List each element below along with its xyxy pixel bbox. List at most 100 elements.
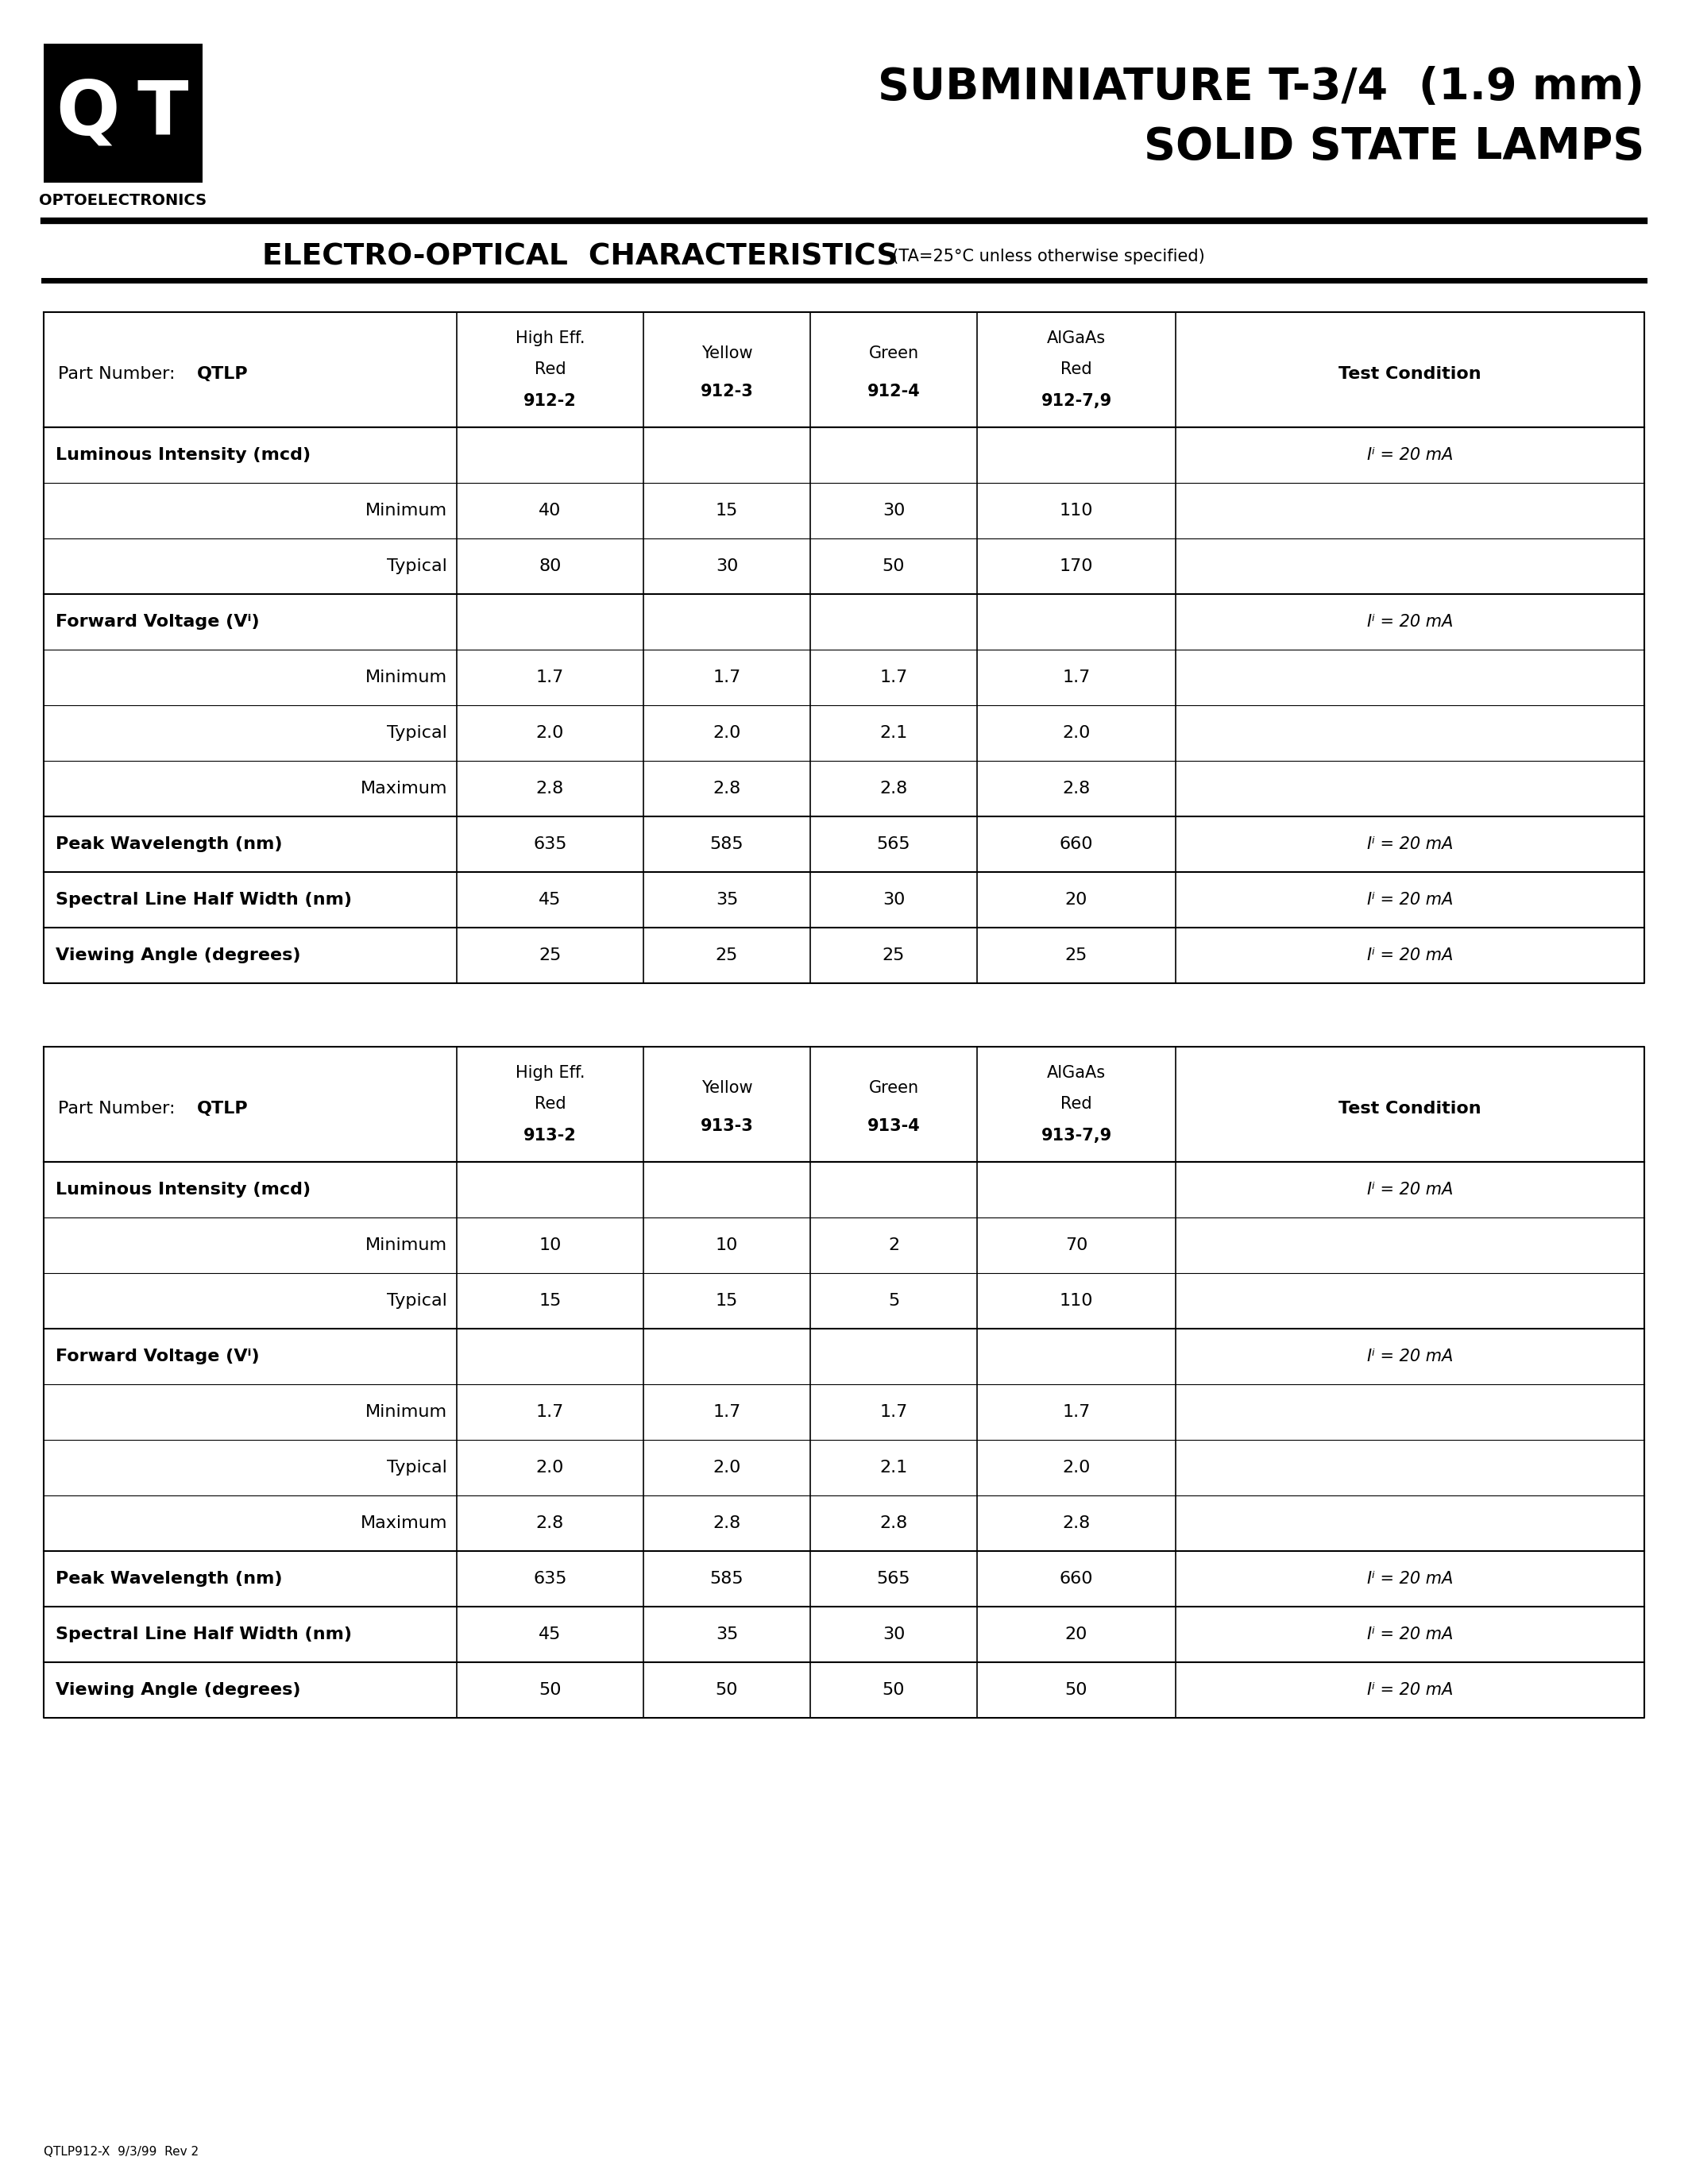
Text: Forward Voltage (Vⁱ): Forward Voltage (Vⁱ) (56, 1348, 260, 1365)
Text: High Eff.: High Eff. (515, 330, 584, 347)
Text: 20: 20 (1065, 891, 1087, 909)
Text: 635: 635 (533, 836, 567, 852)
Text: SUBMINIATURE T-3/4  (1.9 mm): SUBMINIATURE T-3/4 (1.9 mm) (878, 66, 1644, 109)
Text: 170: 170 (1060, 559, 1094, 574)
Text: 2.0: 2.0 (537, 1459, 564, 1476)
Text: 80: 80 (538, 559, 562, 574)
Text: 2.8: 2.8 (537, 1516, 564, 1531)
Text: Iⁱ = 20 mA: Iⁱ = 20 mA (1367, 1570, 1453, 1588)
Text: 2.8: 2.8 (537, 780, 564, 797)
Text: 2.0: 2.0 (537, 725, 564, 740)
Text: 40: 40 (538, 502, 562, 518)
Text: 1.7: 1.7 (1062, 1404, 1090, 1420)
Text: 565: 565 (876, 836, 910, 852)
Text: 10: 10 (716, 1238, 738, 1254)
Text: 635: 635 (533, 1570, 567, 1588)
Text: 15: 15 (538, 1293, 562, 1308)
Text: 1.7: 1.7 (712, 670, 741, 686)
Text: 1.7: 1.7 (1062, 670, 1090, 686)
Text: 912-4: 912-4 (868, 384, 920, 400)
Text: 2: 2 (888, 1238, 900, 1254)
Text: Iⁱ = 20 mA: Iⁱ = 20 mA (1367, 1682, 1453, 1697)
Text: 2.0: 2.0 (1062, 725, 1090, 740)
Text: 35: 35 (716, 891, 738, 909)
Text: 5: 5 (888, 1293, 900, 1308)
Text: 45: 45 (538, 891, 562, 909)
Text: 1.7: 1.7 (879, 1404, 908, 1420)
Text: 15: 15 (716, 1293, 738, 1308)
Text: Iⁱ = 20 mA: Iⁱ = 20 mA (1367, 1182, 1453, 1197)
Text: Test Condition: Test Condition (1339, 365, 1482, 382)
Text: Typical: Typical (387, 1459, 447, 1476)
Text: 2.8: 2.8 (712, 780, 741, 797)
Text: 2.1: 2.1 (879, 725, 908, 740)
Text: 2.8: 2.8 (1062, 1516, 1090, 1531)
Text: 50: 50 (1065, 1682, 1087, 1697)
Text: 70: 70 (1065, 1238, 1087, 1254)
Text: Minimum: Minimum (365, 1404, 447, 1420)
Text: 35: 35 (716, 1627, 738, 1642)
Text: Peak Wavelength (nm): Peak Wavelength (nm) (56, 836, 282, 852)
Bar (44, 44, 203, 183)
Text: 2.1: 2.1 (879, 1459, 908, 1476)
Text: Test Condition: Test Condition (1339, 1101, 1482, 1116)
Text: OPTOELECTRONICS: OPTOELECTRONICS (39, 192, 208, 207)
Text: 30: 30 (883, 502, 905, 518)
Text: 2.8: 2.8 (1062, 780, 1090, 797)
Text: 1.7: 1.7 (879, 670, 908, 686)
Text: Peak Wavelength (nm): Peak Wavelength (nm) (56, 1570, 282, 1588)
Text: 912-2: 912-2 (523, 393, 577, 408)
Text: (TA=25°C unless otherwise specified): (TA=25°C unless otherwise specified) (881, 249, 1205, 264)
Text: 30: 30 (716, 559, 738, 574)
Text: Forward Voltage (Vⁱ): Forward Voltage (Vⁱ) (56, 614, 260, 629)
Text: 913-4: 913-4 (868, 1118, 920, 1133)
Text: High Eff.: High Eff. (515, 1066, 584, 1081)
Text: 913-3: 913-3 (701, 1118, 753, 1133)
Text: Iⁱ = 20 mA: Iⁱ = 20 mA (1367, 836, 1453, 852)
Text: 2.0: 2.0 (1062, 1459, 1090, 1476)
Text: Spectral Line Half Width (nm): Spectral Line Half Width (nm) (56, 1627, 351, 1642)
Text: ELECTRO-OPTICAL  CHARACTERISTICS: ELECTRO-OPTICAL CHARACTERISTICS (262, 242, 898, 271)
Text: Red: Red (1060, 1096, 1092, 1112)
Text: 2.0: 2.0 (712, 725, 741, 740)
Text: Minimum: Minimum (365, 1238, 447, 1254)
Text: Part Number:: Part Number: (57, 1101, 186, 1116)
Text: 30: 30 (883, 891, 905, 909)
Text: 50: 50 (883, 559, 905, 574)
Text: Typical: Typical (387, 1293, 447, 1308)
Text: Green: Green (869, 345, 918, 360)
Text: 25: 25 (716, 948, 738, 963)
Text: Green: Green (869, 1081, 918, 1096)
Text: Part Number:: Part Number: (57, 365, 186, 382)
Text: Iⁱ = 20 mA: Iⁱ = 20 mA (1367, 448, 1453, 463)
Text: 2.0: 2.0 (712, 1459, 741, 1476)
Text: Red: Red (1060, 360, 1092, 378)
Text: 2.8: 2.8 (712, 1516, 741, 1531)
Text: 50: 50 (716, 1682, 738, 1697)
Text: Q: Q (56, 76, 120, 151)
Text: Iⁱ = 20 mA: Iⁱ = 20 mA (1367, 1627, 1453, 1642)
Text: 50: 50 (538, 1682, 562, 1697)
Text: 110: 110 (1060, 1293, 1094, 1308)
Text: Red: Red (535, 1096, 565, 1112)
Text: Maximum: Maximum (360, 780, 447, 797)
Text: AlGaAs: AlGaAs (1047, 330, 1106, 347)
Text: Luminous Intensity (mcd): Luminous Intensity (mcd) (56, 448, 311, 463)
Text: 912-7,9: 912-7,9 (1041, 393, 1112, 408)
Text: Yellow: Yellow (701, 1081, 753, 1096)
Text: 2.8: 2.8 (879, 780, 908, 797)
Text: 585: 585 (711, 1570, 744, 1588)
Text: 660: 660 (1060, 836, 1094, 852)
Text: 30: 30 (883, 1627, 905, 1642)
Text: 15: 15 (716, 502, 738, 518)
Text: QTLP: QTLP (197, 1101, 248, 1116)
Text: 45: 45 (538, 1627, 562, 1642)
Text: 20: 20 (1065, 1627, 1087, 1642)
Text: T: T (137, 76, 189, 151)
Text: 25: 25 (1065, 948, 1087, 963)
Text: 110: 110 (1060, 502, 1094, 518)
Text: Viewing Angle (degrees): Viewing Angle (degrees) (56, 1682, 300, 1697)
Text: Iⁱ = 20 mA: Iⁱ = 20 mA (1367, 891, 1453, 909)
Text: SOLID STATE LAMPS: SOLID STATE LAMPS (1144, 124, 1644, 168)
Text: Typical: Typical (387, 725, 447, 740)
